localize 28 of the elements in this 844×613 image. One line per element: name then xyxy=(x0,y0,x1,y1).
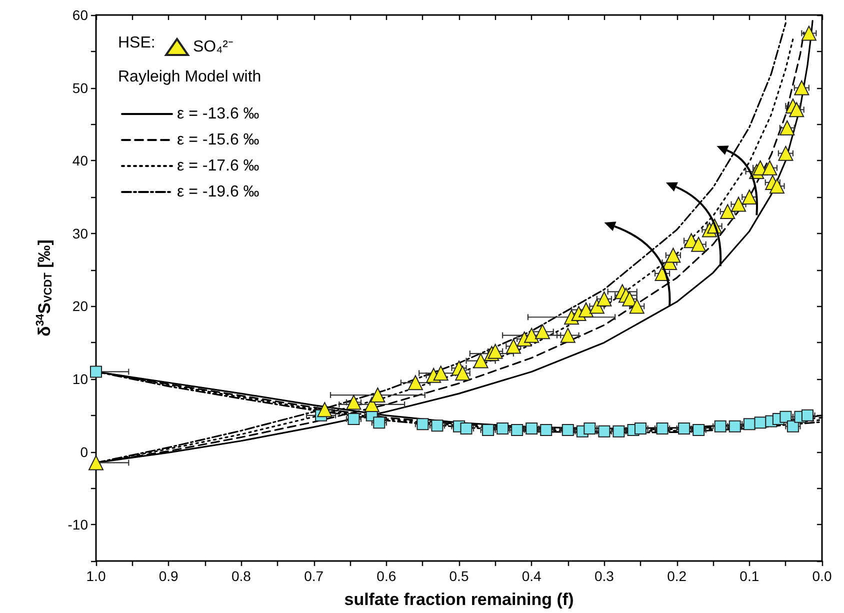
y-tick-label: 60 xyxy=(72,7,88,23)
x-tick-label: 0.1 xyxy=(740,568,760,584)
x-tick-label: 0.4 xyxy=(522,568,542,584)
y-tick-label: 50 xyxy=(72,80,88,96)
y-tick-label: 40 xyxy=(72,152,88,169)
x-tick-label: 1.0 xyxy=(86,568,106,584)
y-tick-label: 30 xyxy=(72,225,88,242)
x-tick-label: 0.3 xyxy=(594,568,614,584)
y-tick-label: 10 xyxy=(72,371,88,387)
x-tick-label: 0.9 xyxy=(158,568,179,584)
x-tick-label: 0.8 xyxy=(231,568,252,584)
legend-label: ε = -19.6 ‰ xyxy=(177,184,260,200)
y-tick-label: 20 xyxy=(72,298,88,314)
x-tick-label: 0.7 xyxy=(304,568,324,584)
legend-label: ε = -17.6 ‰ xyxy=(177,158,260,174)
x-tick-label: 0.2 xyxy=(667,568,687,584)
y-axis-title: δ34SVCDT [‰] xyxy=(34,240,54,336)
y-tick-label: 0 xyxy=(80,444,88,460)
legend-label: ε = -15.6 ‰ xyxy=(177,132,260,148)
x-tick-label: 0.0 xyxy=(812,568,832,584)
x-axis-title: sulfate fraction remaining (f) xyxy=(344,590,574,609)
legend-title: HSE: xyxy=(118,34,156,52)
annotation: Rayleigh Model with xyxy=(118,68,262,86)
x-tick-label: 0.6 xyxy=(376,568,396,584)
x-tick-label: 0.5 xyxy=(449,568,469,584)
legend-label: ε = -13.6 ‰ xyxy=(177,106,260,122)
legend-label: SO₄²⁻ xyxy=(193,38,233,56)
y-tick-label: -10 xyxy=(68,516,88,533)
